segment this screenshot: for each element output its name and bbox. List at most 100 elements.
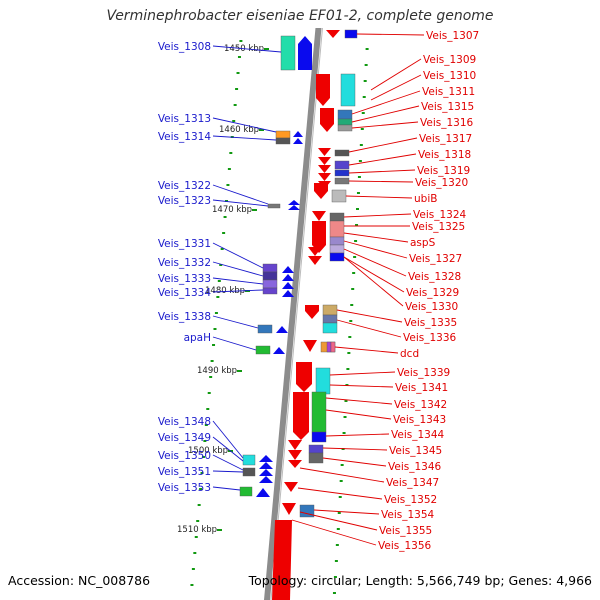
gene-arrow-reverse: [326, 30, 340, 38]
leader-line: [212, 277, 264, 285]
guide-dot: [353, 256, 357, 258]
gene-box: [329, 244, 345, 254]
guide-dot: [347, 352, 351, 354]
kbp-label: 1500 kbp: [188, 446, 228, 456]
gene-arrow-reverse: [288, 440, 302, 450]
guide-dot: [354, 240, 358, 242]
guide-dot: [225, 200, 228, 202]
gene-box: [262, 287, 278, 295]
right-gene-label: Veis_1341: [395, 382, 448, 394]
guide-dot: [199, 488, 203, 490]
gene-arrow-reverse: [318, 173, 331, 181]
left-gene-label: Veis_1350: [158, 450, 211, 462]
gene-arrow-reverse: [288, 450, 302, 460]
guide-dot: [237, 56, 241, 58]
gene-arrow-forward: [293, 138, 303, 144]
gene-box: [262, 279, 278, 289]
gene-arrow-reverse: [318, 148, 331, 156]
leader-line: [299, 511, 378, 531]
gene-box: [311, 391, 327, 433]
left-gene-label: Veis_1322: [158, 180, 211, 192]
guide-dot: [197, 504, 201, 506]
guide-dot: [216, 296, 220, 298]
guide-dot: [212, 344, 216, 346]
leader-line: [212, 436, 244, 462]
leader-line: [348, 137, 418, 153]
gene-arrow-reverse: [284, 482, 298, 492]
left-gene-label: Veis_1314: [158, 131, 212, 143]
kbp-tick: [217, 529, 222, 531]
leader-line: [212, 420, 244, 459]
right-gene-label: Veis_1324: [413, 209, 467, 221]
leader-line: [291, 519, 377, 546]
gene-arrow-reverse: [303, 340, 317, 352]
gene-box: [308, 452, 324, 464]
right-gene-label: ubiB: [414, 193, 437, 205]
guide-dot: [357, 176, 361, 178]
guide-dot: [346, 368, 350, 370]
gene-block-reverse: [316, 74, 330, 106]
guide-dot: [336, 528, 340, 530]
right-gene-label: Veis_1317: [419, 133, 472, 145]
gene-box: [275, 130, 291, 139]
gene-box: [262, 263, 278, 273]
leader-line: [299, 467, 385, 483]
gene-box: [257, 324, 273, 334]
leader-line: [212, 289, 264, 293]
leader-line: [212, 486, 241, 491]
guide-dot: [350, 304, 354, 306]
gene-block-reverse: [293, 392, 309, 440]
leader-line: [325, 433, 390, 437]
right-gene-label: Veis_1345: [389, 445, 442, 457]
gene-arrow-forward: [282, 282, 294, 289]
gene-box: [337, 118, 353, 126]
left-gene-label: Veis_1334: [158, 287, 212, 299]
leader-line: [343, 256, 404, 307]
leader-line: [322, 447, 388, 451]
guide-dot: [223, 216, 227, 218]
guide-dot: [340, 464, 344, 466]
guide-dot: [190, 584, 194, 586]
leader-line: [313, 509, 380, 515]
guide-dot: [352, 272, 356, 274]
gene-box: [331, 189, 347, 203]
left-gene-label: Veis_1338: [158, 311, 211, 323]
right-gene-label: Veis_1356: [378, 540, 432, 552]
gene-box: [334, 160, 350, 170]
guide-dot: [227, 168, 231, 170]
right-gene-label: Veis_1329: [406, 287, 459, 299]
right-gene-label: Veis_1330: [405, 301, 458, 313]
gene-block-forward: [298, 36, 312, 70]
gene-box: [267, 203, 281, 209]
gene-block-reverse: [312, 221, 326, 253]
gene-box: [280, 35, 296, 71]
gene-box: [255, 345, 271, 355]
guide-dot: [338, 496, 342, 498]
right-gene-label: Veis_1318: [418, 149, 471, 161]
gene-box: [334, 177, 350, 185]
gene-box: [329, 220, 345, 238]
left-gene-label: Veis_1313: [158, 113, 211, 125]
leader-line: [212, 242, 264, 269]
topology-text: Topology: circular; Length: 5,566,749 bp…: [248, 573, 592, 588]
leader-line: [356, 33, 425, 36]
guide-dot: [342, 432, 346, 434]
gene-box: [315, 367, 331, 395]
leader-line: [322, 457, 387, 467]
gene-box: [322, 314, 338, 324]
leader-line: [212, 336, 257, 351]
right-gene-label: Veis_1311: [422, 86, 475, 98]
gene-arrow-forward: [259, 469, 273, 476]
guide-dot: [337, 512, 341, 514]
guide-dot: [360, 128, 364, 130]
guide-dot: [351, 288, 355, 290]
kbp-label: 1470 kbp: [212, 205, 252, 215]
right-gene-label: Veis_1342: [394, 399, 447, 411]
guide-dot: [204, 424, 208, 426]
left-gene-label: Veis_1323: [158, 195, 211, 207]
leader-line: [329, 371, 396, 376]
right-gene-label: Veis_1315: [421, 101, 474, 113]
right-gene-label: Veis_1344: [391, 429, 445, 441]
right-gene-label: Veis_1343: [393, 414, 446, 426]
